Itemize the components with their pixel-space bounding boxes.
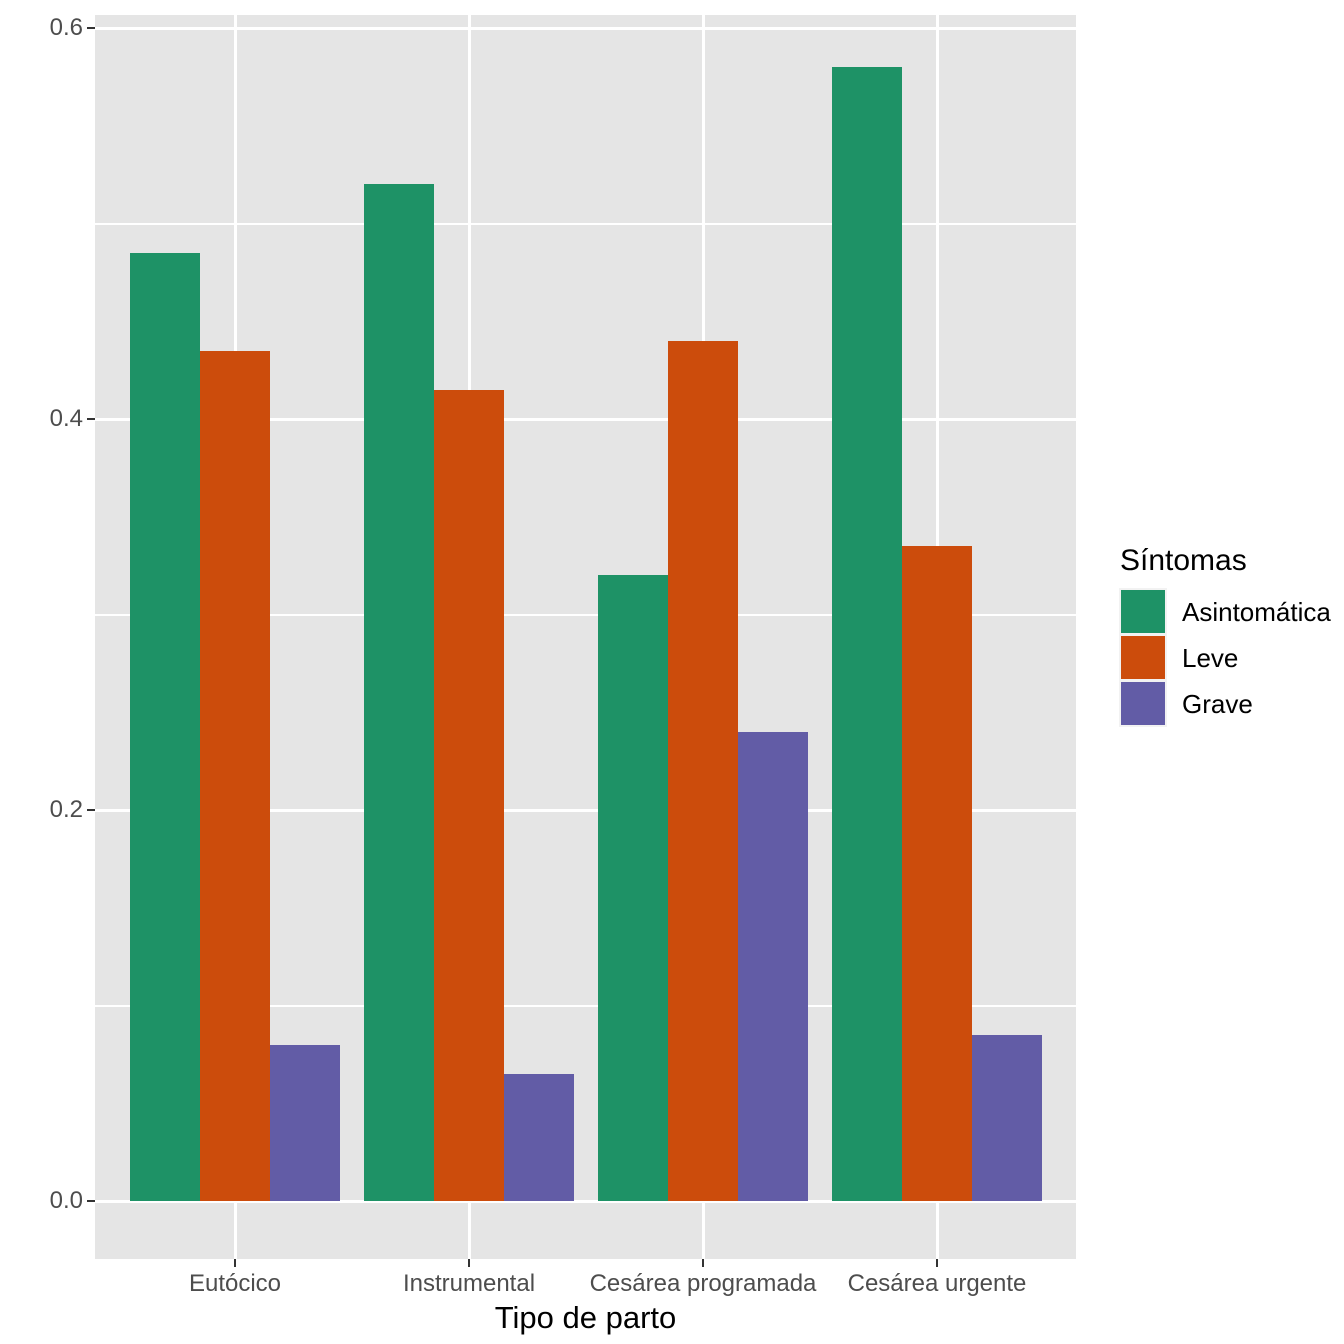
legend-label-grave: Grave [1182, 688, 1253, 719]
x-tick-eutocico [234, 1259, 236, 1267]
x-tick-label-eutocico: Eutócico [188, 1270, 282, 1297]
y-tick-0.6 [87, 27, 95, 29]
y-tick-label-0.4: 0.4 [49, 405, 83, 432]
bar-cesarea-urgente-asintomatica [832, 67, 902, 1201]
bar-cesarea-urgente-grave [972, 1034, 1042, 1201]
legend-label-leve: Leve [1182, 642, 1239, 673]
bar-instrumental-leve [434, 389, 504, 1201]
x-tick-instrumental [468, 1259, 470, 1267]
y-tick-label-0.0: 0.0 [49, 1187, 83, 1214]
gridline-minor-y-0.5 [95, 222, 1076, 225]
gridline-minor-y-0.3 [95, 613, 1076, 616]
plot-panel [95, 15, 1076, 1259]
x-tick-label-cesarea-urgente: Cesárea urgente [847, 1270, 1027, 1297]
y-tick-0.4 [87, 418, 95, 420]
x-tick-cesarea-urgente [936, 1259, 938, 1267]
bar-instrumental-grave [504, 1073, 574, 1201]
y-tick-0.2 [87, 809, 95, 811]
legend-swatch-asintomatica [1121, 590, 1165, 633]
gridline-major-y-0.2 [95, 808, 1076, 812]
x-tick-label-instrumental: Instrumental [402, 1270, 536, 1297]
gridline-minor-y-0.1 [95, 1004, 1076, 1007]
bar-eutocico-grave [270, 1044, 340, 1201]
bar-cesarea-programada-asintomatica [598, 575, 668, 1201]
gridline-major-y-0.6 [95, 26, 1076, 30]
y-tick-label-0.6: 0.6 [49, 14, 83, 41]
bar-cesarea-programada-grave [738, 731, 808, 1201]
gridline-major-y-0 [95, 1199, 1076, 1203]
y-tick-0.0 [87, 1200, 95, 1202]
legend-title: Síntomas [1120, 544, 1247, 577]
bar-cesarea-urgente-leve [902, 546, 972, 1201]
gridline-major-y-0.4 [95, 417, 1076, 421]
legend-swatch-grave [1121, 682, 1165, 725]
bar-instrumental-asintomatica [364, 184, 434, 1201]
y-tick-label-0.2: 0.2 [49, 796, 83, 823]
legend-label-asintomatica: Asintomática [1182, 596, 1331, 627]
bar-eutocico-asintomatica [130, 252, 200, 1201]
x-tick-cesarea-programada [702, 1259, 704, 1267]
x-axis-title: Tipo de parto [494, 1300, 677, 1335]
legend-swatch-leve [1121, 636, 1165, 679]
x-tick-label-cesarea-programada: Cesárea programada [589, 1270, 817, 1297]
bar-eutocico-leve [200, 350, 270, 1201]
bar-cesarea-programada-leve [668, 340, 738, 1201]
